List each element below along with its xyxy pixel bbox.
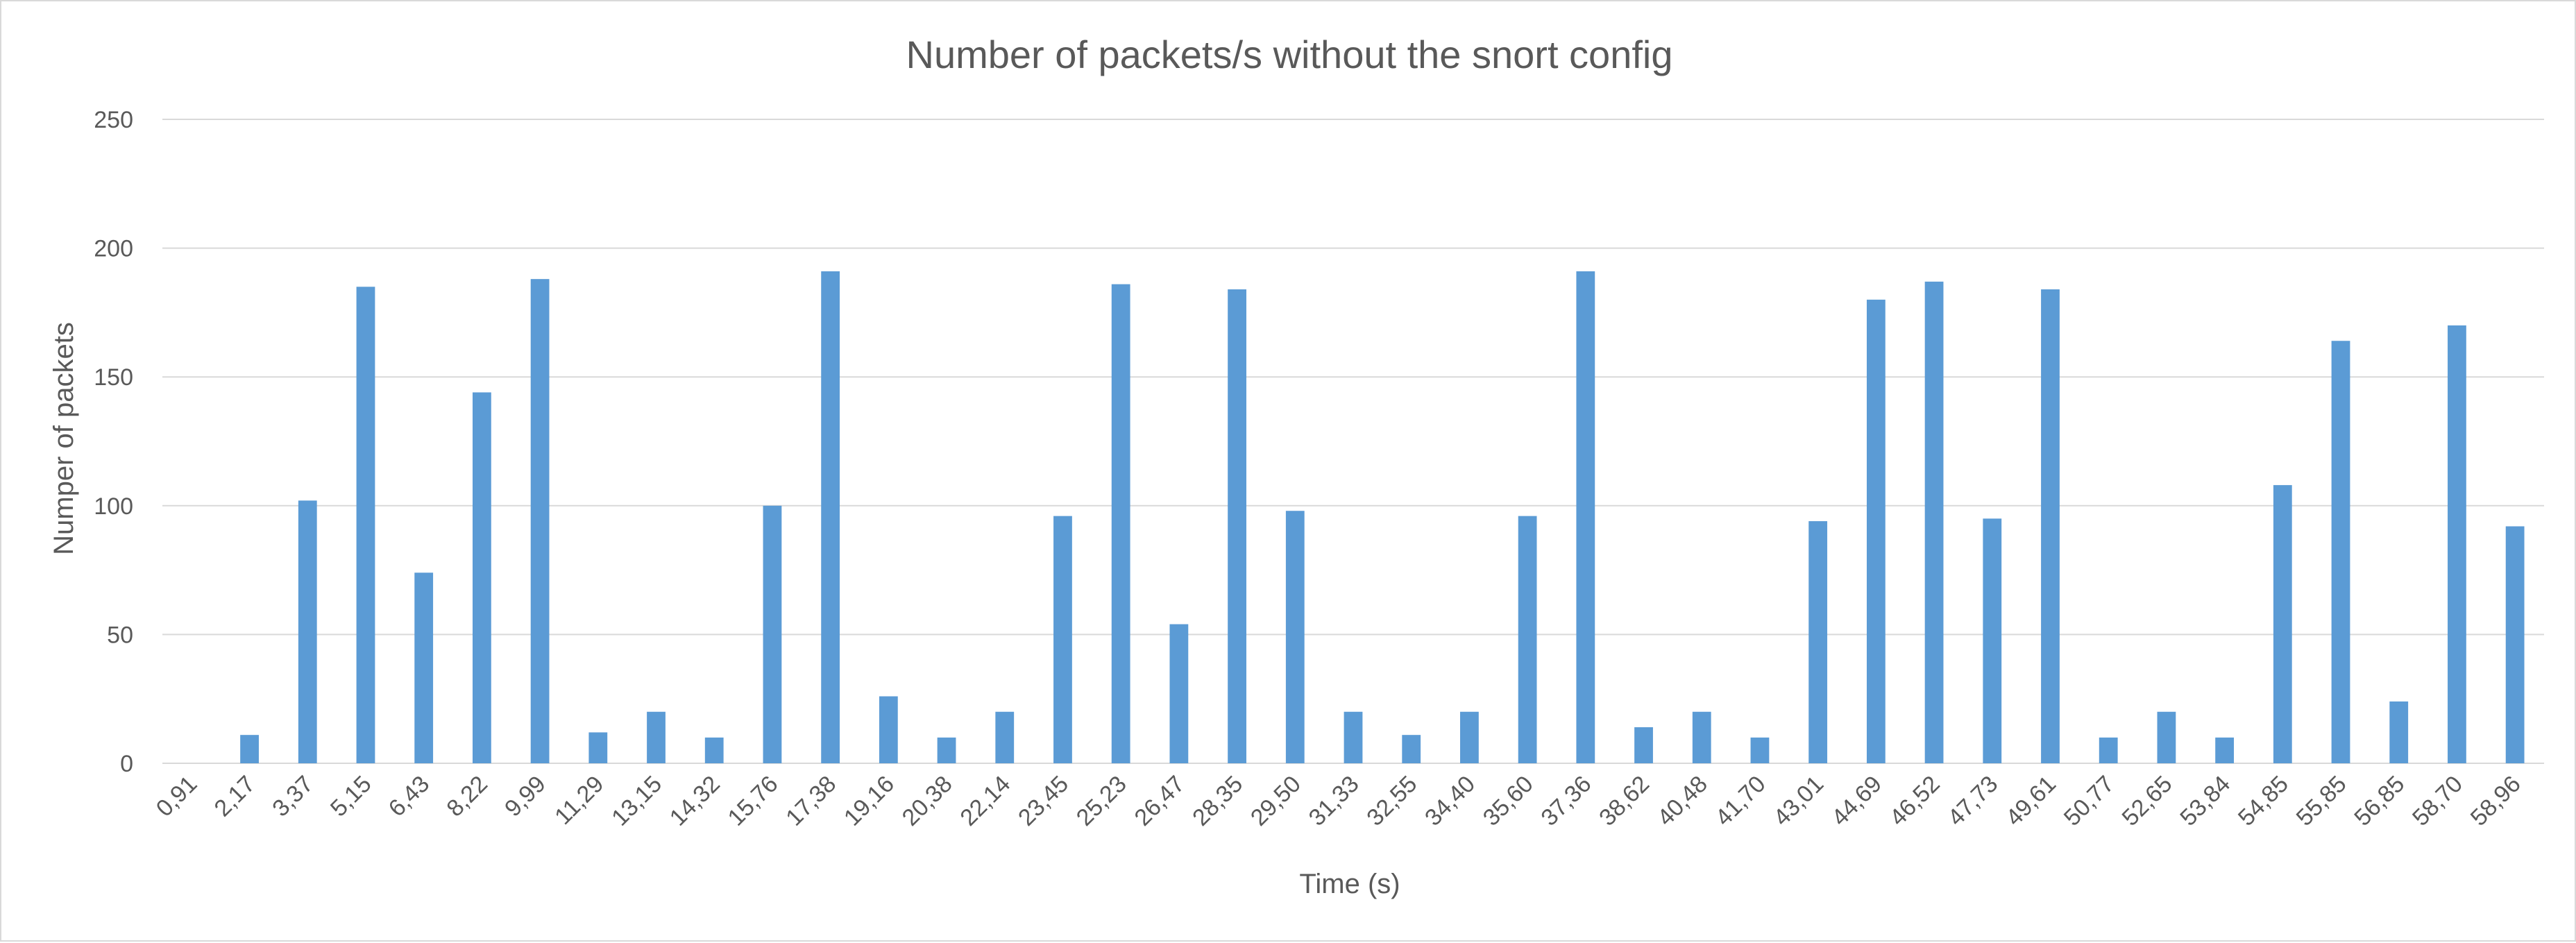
x-axis-title: Time (s) bbox=[1299, 869, 1400, 899]
y-axis-title: Numper of packets bbox=[49, 322, 79, 555]
bars bbox=[240, 271, 2525, 764]
x-tick-label: 31,33 bbox=[1304, 771, 1364, 831]
y-tick-label: 50 bbox=[107, 622, 133, 648]
x-tick-label: 38,62 bbox=[1594, 771, 1654, 831]
x-tick-label: 58,96 bbox=[2466, 771, 2526, 831]
bar-4 bbox=[414, 572, 434, 763]
y-tick-label: 250 bbox=[94, 107, 133, 133]
bar-2 bbox=[298, 500, 317, 763]
x-tick-label: 15,76 bbox=[723, 771, 783, 831]
x-tick-label: 3,37 bbox=[267, 771, 319, 822]
x-tick-label: 11,29 bbox=[550, 771, 609, 830]
x-tick-label: 26,47 bbox=[1129, 771, 1189, 831]
bar-27 bbox=[1750, 737, 1770, 763]
bar-32 bbox=[2041, 289, 2060, 763]
bar-18 bbox=[1228, 289, 1246, 763]
bar-36 bbox=[2273, 485, 2292, 763]
bar-24 bbox=[1576, 271, 1595, 763]
x-tick-label: 56,85 bbox=[2349, 771, 2409, 831]
bar-31 bbox=[1983, 518, 2002, 763]
x-tick-label: 22,14 bbox=[955, 771, 1015, 831]
bar-8 bbox=[647, 711, 666, 763]
y-tick-label: 100 bbox=[94, 493, 133, 520]
x-tick-label: 19,16 bbox=[839, 771, 899, 831]
bar-35 bbox=[2215, 737, 2235, 763]
bar-7 bbox=[588, 732, 608, 763]
bar-26 bbox=[1692, 711, 1711, 763]
bar-6 bbox=[530, 279, 550, 763]
y-axis-ticks: 0 50 100 150 200 250 bbox=[94, 107, 133, 777]
x-tick-label: 8,22 bbox=[441, 771, 493, 822]
x-tick-label: 35,60 bbox=[1478, 771, 1539, 831]
bar-22 bbox=[1460, 711, 1479, 763]
chart-title: Number of packets/s without the snort co… bbox=[906, 33, 1673, 76]
x-tick-label: 0,91 bbox=[151, 771, 203, 822]
x-tick-label: 43,01 bbox=[1768, 771, 1829, 831]
x-tick-label: 25,23 bbox=[1071, 771, 1132, 831]
y-tick-label: 200 bbox=[94, 236, 133, 262]
x-tick-label: 52,65 bbox=[2117, 771, 2178, 831]
x-tick-label: 23,45 bbox=[1013, 771, 1074, 831]
bar-9 bbox=[704, 737, 724, 763]
bar-39 bbox=[2448, 325, 2466, 764]
bar-30 bbox=[1924, 281, 1944, 764]
x-tick-label: 46,52 bbox=[1885, 771, 1945, 831]
x-tick-label: 55,85 bbox=[2291, 771, 2352, 831]
x-tick-label: 50,77 bbox=[2059, 771, 2119, 831]
bar-37 bbox=[2331, 341, 2350, 763]
bar-13 bbox=[937, 737, 956, 763]
bar-15 bbox=[1053, 516, 1072, 763]
x-tick-label: 58,70 bbox=[2407, 771, 2468, 831]
x-tick-label: 44,69 bbox=[1827, 771, 1887, 831]
gridlines bbox=[162, 119, 2544, 764]
bar-11 bbox=[821, 271, 840, 763]
bar-28 bbox=[1808, 521, 1828, 763]
x-tick-label: 40,48 bbox=[1652, 771, 1713, 831]
y-tick-label: 0 bbox=[120, 751, 133, 777]
bar-16 bbox=[1111, 284, 1130, 763]
bar-12 bbox=[879, 696, 898, 763]
x-tick-label: 6,43 bbox=[384, 771, 435, 822]
x-tick-label: 54,85 bbox=[2233, 771, 2294, 831]
x-tick-label: 47,73 bbox=[1942, 771, 2003, 831]
x-tick-label: 5,15 bbox=[325, 771, 377, 822]
bar-29 bbox=[1866, 299, 1886, 764]
x-tick-label: 20,38 bbox=[897, 771, 958, 831]
x-tick-label: 17,38 bbox=[781, 771, 841, 831]
bar-17 bbox=[1169, 624, 1189, 763]
x-tick-label: 53,84 bbox=[2175, 771, 2235, 831]
x-tick-label: 32,55 bbox=[1362, 771, 1422, 831]
bar-33 bbox=[2099, 737, 2118, 763]
x-axis-ticks: 0,91 2,17 3,37 5,15 6,43 8,22 9,9911,2913,1514… bbox=[151, 771, 2526, 831]
bar-3 bbox=[356, 287, 375, 763]
bar-19 bbox=[1285, 511, 1305, 763]
x-tick-label: 34,40 bbox=[1420, 771, 1480, 831]
bar-40 bbox=[2505, 526, 2525, 763]
bar-23 bbox=[1518, 516, 1537, 763]
x-tick-label: 29,50 bbox=[1246, 771, 1306, 831]
x-tick-label: 41,70 bbox=[1711, 771, 1771, 831]
x-tick-label: 2,17 bbox=[210, 771, 261, 822]
x-tick-label: 37,36 bbox=[1536, 771, 1596, 831]
x-tick-label: 9,99 bbox=[500, 771, 551, 822]
bar-5 bbox=[472, 392, 491, 763]
bar-38 bbox=[2389, 701, 2409, 763]
bar-20 bbox=[1344, 711, 1363, 763]
x-tick-label: 13,15 bbox=[607, 771, 667, 831]
x-tick-label: 28,35 bbox=[1187, 771, 1248, 831]
bar-14 bbox=[995, 711, 1015, 763]
x-tick-label: 49,61 bbox=[2001, 771, 2061, 831]
x-tick-label: 14,32 bbox=[665, 771, 725, 831]
y-tick-label: 150 bbox=[94, 364, 133, 391]
bar-25 bbox=[1634, 727, 1653, 763]
bar-1 bbox=[240, 735, 259, 763]
bar-21 bbox=[1402, 735, 1421, 763]
bar-10 bbox=[763, 505, 782, 763]
bar-34 bbox=[2157, 711, 2176, 763]
